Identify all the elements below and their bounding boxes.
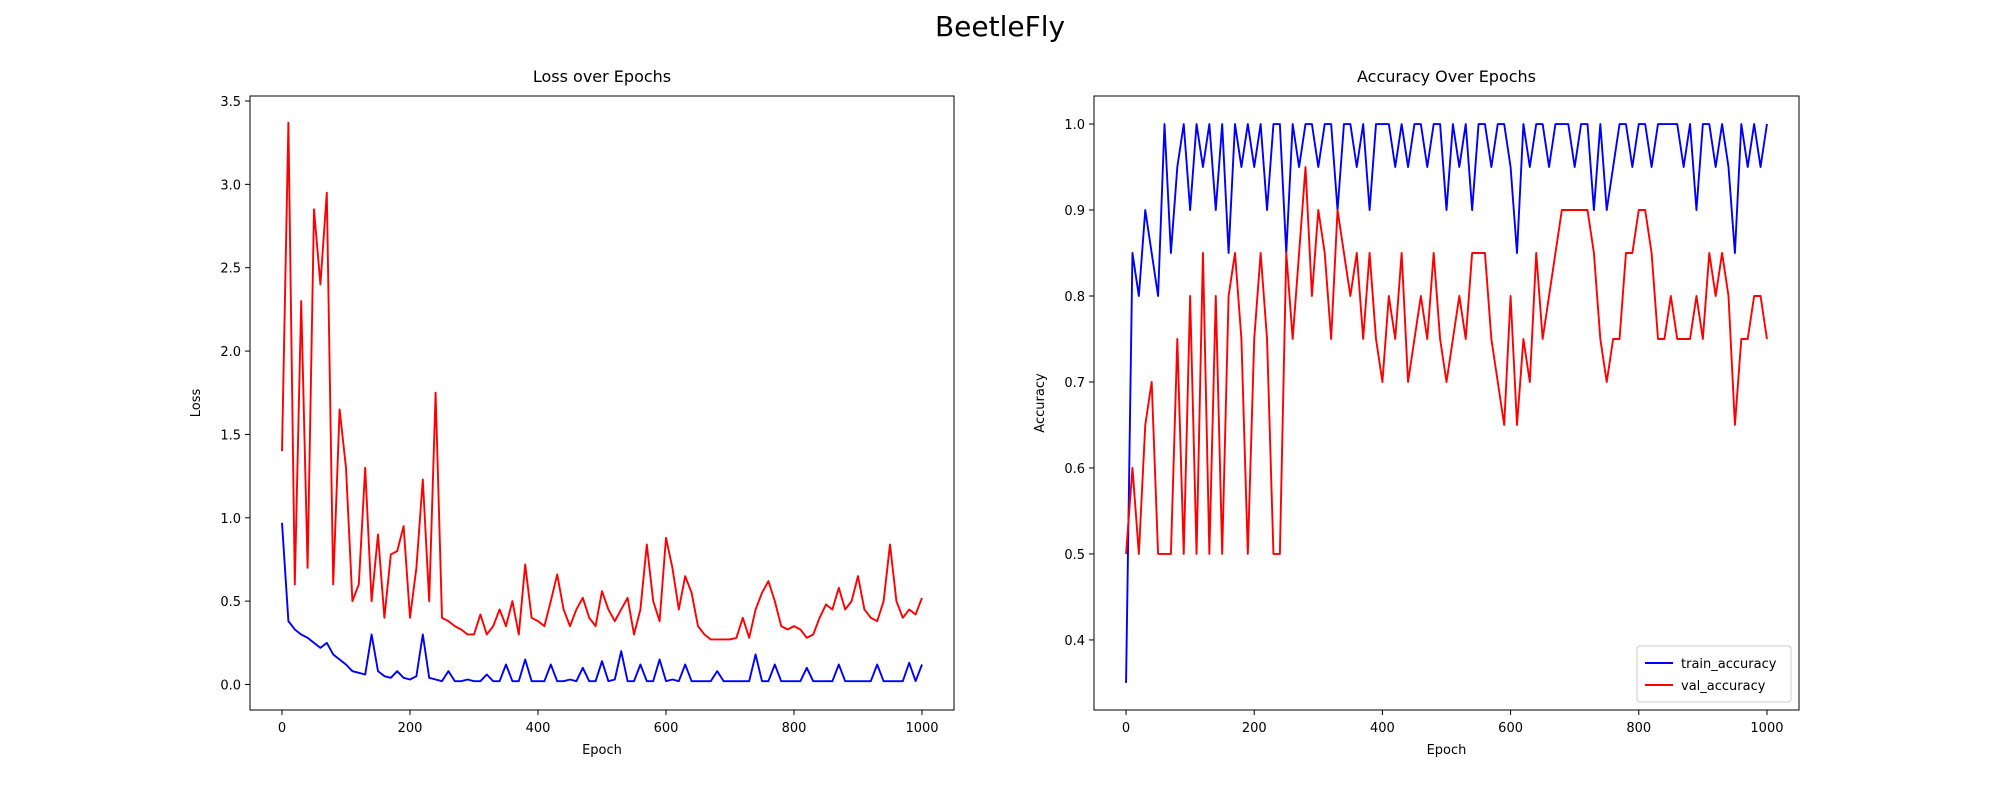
x-tick-label: 800: [782, 721, 807, 736]
legend-label: val_accuracy: [1681, 679, 1766, 694]
x-tick-label: 1000: [905, 721, 938, 736]
y-axis-label: Accuracy: [1033, 373, 1048, 433]
subplot: Accuracy Over Epochs Epoch Accuracy 0 200 400…: [1033, 67, 1800, 758]
y-tick-label: 1.5: [220, 428, 241, 443]
y-tick-label: 2.0: [220, 345, 241, 360]
x-tick-label: 600: [1498, 721, 1523, 736]
y-tick-label: 0.7: [1064, 376, 1085, 391]
x-tick-label: 1000: [1750, 721, 1783, 736]
y-tick-label: 3.5: [220, 95, 241, 110]
y-tick-label: 2.5: [220, 262, 241, 277]
y-tick-label: 0.9: [1064, 204, 1085, 219]
x-tick-label: 400: [526, 721, 551, 736]
axes-frame: [1093, 95, 1800, 711]
series-line: [281, 121, 923, 641]
y-tick-label: 0.6: [1064, 462, 1085, 477]
x-tick-label: 0: [278, 721, 286, 736]
x-tick-label: 400: [1370, 721, 1395, 736]
subplot: Loss over Epochs Epoch Loss 0 200 400 600 800 10…: [189, 67, 955, 758]
series-line: [1125, 166, 1768, 555]
x-tick-label: 800: [1626, 721, 1651, 736]
legend-label: train_accuracy: [1681, 657, 1777, 672]
x-tick-label: 600: [654, 721, 679, 736]
axes-frame: [249, 95, 955, 711]
y-tick-label: 0.0: [220, 678, 241, 693]
series-line: [281, 522, 923, 683]
y-tick-label: 3.0: [220, 178, 241, 193]
x-tick-label: 0: [1122, 721, 1130, 736]
series-line: [1125, 123, 1768, 683]
y-tick-label: 1.0: [1064, 118, 1085, 133]
x-tick-label: 200: [398, 721, 423, 736]
figure-title: BeetleFly: [935, 10, 1065, 43]
y-tick-label: 1.0: [220, 512, 241, 527]
x-axis-label: Epoch: [582, 743, 622, 758]
y-tick-label: 0.8: [1064, 290, 1085, 305]
x-tick-label: 200: [1242, 721, 1267, 736]
y-tick-label: 0.4: [1064, 634, 1085, 649]
axes-title: Accuracy Over Epochs: [1357, 67, 1536, 86]
x-axis-label: Epoch: [1427, 743, 1467, 758]
legend-box: [1636, 645, 1792, 703]
y-tick-label: 0.5: [1064, 548, 1085, 563]
y-axis-label: Loss: [189, 389, 204, 418]
axes-title: Loss over Epochs: [533, 67, 671, 86]
y-tick-label: 0.5: [220, 595, 241, 610]
